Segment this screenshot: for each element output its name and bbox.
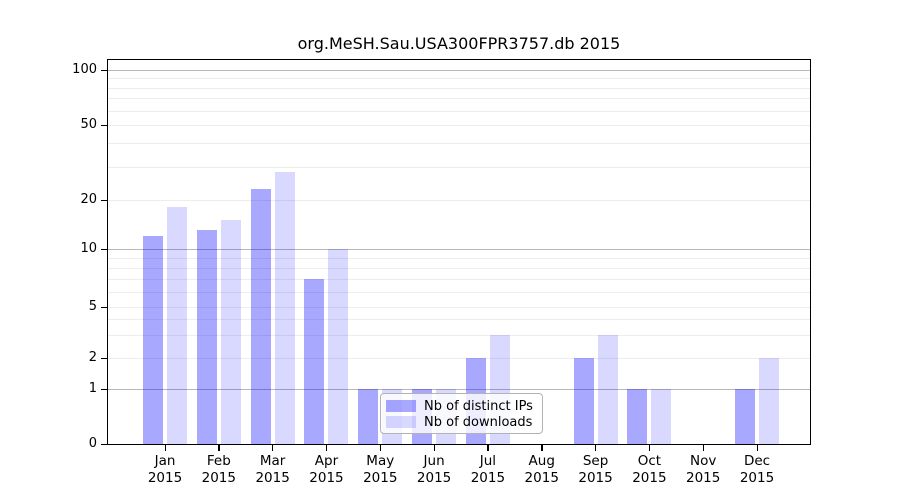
legend-item-downloads: Nb of downloads [386,414,536,430]
gridline-minor [108,267,810,269]
bar-sep-downloads [597,335,618,444]
y-tick-label: 20 [80,192,97,207]
bar-may-distinct-ips [358,389,379,444]
x-tick-mark [218,445,220,451]
legend-swatch-downloads [386,416,416,428]
x-tick-label: Feb 2015 [201,453,236,486]
gridline-major [108,249,810,250]
chart-title: org.MeSH.Sau.USA300FPR3757.db 2015 [297,34,621,53]
x-tick-mark [756,445,758,451]
legend-swatch-distinct-ips [386,400,416,412]
legend-label-distinct-ips: Nb of distinct IPs [424,398,533,414]
x-tick-mark [702,445,704,451]
gridline-minor [108,143,810,145]
legend-label-downloads: Nb of downloads [424,414,533,430]
y-tick-mark [101,248,107,250]
y-tick-label: 50 [80,117,97,132]
gridline-minor [108,257,810,259]
legend: Nb of distinct IPs Nb of downloads [380,393,543,434]
x-tick-mark [433,445,435,451]
gridline-minor [108,358,810,359]
y-tick-label: 10 [80,241,97,256]
gridline-minor [108,98,810,100]
bar-oct-downloads [651,389,672,444]
x-tick-label: Sep 2015 [578,453,613,486]
bar-sep-distinct-ips [573,358,594,444]
x-tick-label: Mar 2015 [255,453,290,486]
gridline-minor [108,319,810,321]
x-tick-mark [325,445,328,451]
x-tick-label: Nov 2015 [686,453,721,486]
gridline-minor [108,307,810,308]
gridline-major [108,389,810,390]
y-tick-mark [101,357,107,359]
y-tick-mark [101,124,107,126]
gridline-minor [108,125,810,126]
gridline-minor [108,166,810,168]
bar-jan-downloads [167,207,187,444]
bar-mar-distinct-ips [250,188,271,444]
x-tick-label: Oct 2015 [632,453,667,486]
y-tick-label: 2 [88,350,97,365]
x-tick-label: Jan 2015 [147,453,183,486]
y-tick-mark [101,443,107,445]
x-tick-label: Apr 2015 [309,453,344,486]
gridline-minor [108,291,810,293]
y-tick-mark [101,306,107,308]
gridline-minor [108,87,810,89]
bar-dec-downloads [759,358,780,444]
x-tick-mark [487,445,489,451]
bar-jan-distinct-ips [143,236,163,444]
bar-apr-distinct-ips [304,278,325,444]
gridline-minor [108,110,810,112]
x-tick-mark [595,445,597,451]
bar-oct-distinct-ips [627,389,648,444]
gridline-minor [108,278,810,280]
bar-apr-downloads [328,249,349,444]
x-tick-mark [272,445,274,451]
y-tick-mark [101,199,107,201]
bar-dec-distinct-ips [735,389,756,444]
bar-mar-downloads [274,172,295,444]
gridline-minor [108,335,810,337]
y-tick-label: 1 [88,381,97,396]
gridline-minor [108,78,810,80]
gridline-major [108,70,810,71]
bar-feb-distinct-ips [196,230,217,444]
x-tick-mark [648,445,651,451]
x-tick-label: Dec 2015 [739,453,775,486]
x-tick-label: Aug 2015 [524,453,559,486]
x-tick-mark [541,445,543,451]
gridline-minor [108,200,810,201]
x-tick-label: Jun 2015 [416,453,452,486]
legend-item-distinct-ips: Nb of distinct IPs [386,398,536,414]
y-tick-label: 100 [72,62,97,77]
x-tick-label: May 2015 [363,453,398,486]
bar-feb-downloads [220,220,241,444]
x-tick-mark [379,445,382,451]
x-tick-mark [164,445,166,451]
x-tick-label: Jul 2015 [470,453,506,486]
y-tick-label: 0 [88,436,97,451]
y-tick-mark [101,388,107,390]
y-tick-label: 5 [88,299,97,314]
y-tick-mark [101,69,107,71]
